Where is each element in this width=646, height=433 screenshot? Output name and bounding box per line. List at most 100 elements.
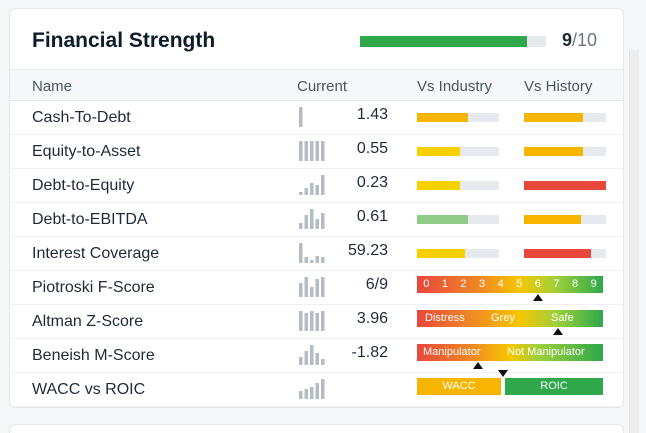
sparkline-icon[interactable] — [297, 209, 327, 229]
spark-bar — [304, 215, 308, 229]
metric-name[interactable]: WACC vs ROIC — [32, 381, 146, 398]
table-row[interactable]: Debt-to-Equity 0.23 — [10, 169, 623, 203]
spark-bar — [304, 351, 308, 365]
spark-bar — [315, 219, 319, 229]
metric-name[interactable]: Equity-to-Asset — [32, 143, 141, 160]
spark-bar — [321, 311, 325, 331]
vs-history-bar[interactable] — [524, 147, 606, 156]
sparkline-icon[interactable] — [297, 141, 327, 161]
zone-label: Safe — [551, 312, 574, 324]
spark-bar — [299, 141, 303, 161]
table-row[interactable]: Equity-to-Asset 0.55 — [10, 135, 623, 169]
table-row[interactable]: Piotroski F-Score 6/9 0 1 2 3 4 5 6 7 8 9 — [10, 271, 623, 305]
zone-label: Grey — [491, 312, 515, 324]
spark-bar — [299, 107, 303, 127]
vs-history-bar[interactable] — [524, 113, 606, 122]
vs-industry-bar[interactable] — [417, 113, 499, 122]
vs-industry-fill — [417, 215, 468, 224]
score-value: 9 — [562, 30, 573, 50]
table-row[interactable]: Cash-To-Debt 1.43 — [10, 101, 623, 135]
spark-bar — [315, 279, 319, 297]
spark-bar — [310, 183, 314, 195]
spark-bar — [310, 141, 314, 161]
metric-name[interactable]: Piotroski F-Score — [32, 279, 155, 296]
next-card — [9, 424, 624, 433]
spark-bar — [310, 311, 314, 331]
spark-bar — [304, 188, 308, 195]
vs-industry-bar[interactable] — [417, 181, 499, 190]
vs-history-bar[interactable] — [524, 249, 606, 258]
spark-bar — [315, 185, 319, 195]
metric-name[interactable]: Interest Coverage — [32, 245, 160, 262]
table-row[interactable]: Debt-to-EBITDA 0.61 — [10, 203, 623, 237]
scale-tick: 4 — [497, 278, 504, 290]
score-marker-icon — [532, 294, 543, 301]
spark-bar — [299, 357, 303, 365]
score-suffix: /10 — [572, 30, 598, 50]
spark-bar — [310, 345, 314, 365]
table-row[interactable]: Beneish M-Score -1.82 Manipulator Not Manip… — [10, 339, 623, 373]
zone-label: Manipulator — [423, 346, 481, 358]
metric-value: -1.82 — [351, 344, 388, 361]
metric-value: 6/9 — [365, 276, 388, 293]
spark-bar — [321, 175, 325, 195]
metric-name[interactable]: Debt-to-EBITDA — [32, 211, 148, 228]
metric-value: 1.43 — [356, 106, 388, 123]
spark-bar — [299, 192, 303, 195]
vs-history-bar[interactable] — [524, 181, 606, 190]
metric-name[interactable]: Debt-to-Equity — [32, 177, 135, 194]
score-marker-icon — [473, 362, 484, 369]
score-zones[interactable]: Manipulator Not Manipulator — [417, 344, 603, 361]
vs-industry-fill — [417, 181, 461, 190]
score-text: 9/10 — [562, 30, 597, 51]
spark-bar — [299, 311, 303, 331]
roic-bar[interactable]: ROIC — [505, 378, 603, 395]
scale-tick: 3 — [479, 278, 486, 290]
sparkline-icon[interactable] — [297, 379, 327, 399]
score-marker-icon — [497, 370, 508, 377]
column-name[interactable]: Name — [32, 78, 73, 95]
vs-history-fill — [524, 113, 584, 122]
vs-history-fill — [524, 181, 606, 190]
vs-industry-fill — [417, 249, 465, 258]
score-zones[interactable]: Distress Grey Safe — [417, 310, 603, 327]
spark-bar — [310, 209, 314, 229]
sparkline-icon[interactable] — [297, 175, 327, 195]
vs-industry-fill — [417, 147, 460, 156]
sparkline-icon[interactable] — [297, 243, 327, 263]
metric-name[interactable]: Beneish M-Score — [32, 347, 155, 364]
spark-bar — [315, 313, 319, 331]
card-title: Financial Strength — [32, 29, 216, 52]
column-current[interactable]: Current — [297, 78, 348, 95]
spark-bar — [321, 213, 325, 229]
vs-industry-bar[interactable] — [417, 147, 499, 156]
metric-name[interactable]: Altman Z-Score — [32, 313, 144, 330]
vs-history-fill — [524, 147, 584, 156]
sparkline-icon[interactable] — [297, 311, 327, 331]
score-marker-icon — [553, 328, 564, 335]
wacc-bar[interactable]: WACC — [417, 378, 501, 395]
sparkline-icon[interactable] — [297, 277, 327, 297]
vs-industry-bar[interactable] — [417, 215, 499, 224]
sparkline-icon[interactable] — [297, 107, 327, 127]
scrollbar[interactable] — [629, 50, 639, 433]
table-row[interactable]: Altman Z-Score 3.96 Distress Grey Safe — [10, 305, 623, 339]
table-row[interactable]: WACC vs ROIC WACC ROIC — [10, 370, 623, 407]
vs-history-bar[interactable] — [524, 215, 606, 224]
vs-industry-bar[interactable] — [417, 249, 499, 258]
spark-bar — [315, 353, 319, 365]
table-row[interactable]: Interest Coverage 59.23 — [10, 237, 623, 271]
metric-name[interactable]: Cash-To-Debt — [32, 109, 131, 126]
sparkline-icon[interactable] — [297, 345, 327, 365]
column-vs-industry[interactable]: Vs Industry — [417, 78, 493, 95]
spark-bar — [310, 287, 314, 297]
score-bar-fill — [360, 36, 528, 47]
column-vs-history[interactable]: Vs History — [524, 78, 593, 95]
zone-label: Distress — [425, 312, 465, 324]
zone-label: Not Manipulator — [507, 346, 585, 358]
metric-value: 0.61 — [356, 208, 388, 225]
scale-tick: 0 — [423, 278, 430, 290]
spark-bar — [310, 387, 314, 399]
spark-bar — [310, 260, 314, 263]
